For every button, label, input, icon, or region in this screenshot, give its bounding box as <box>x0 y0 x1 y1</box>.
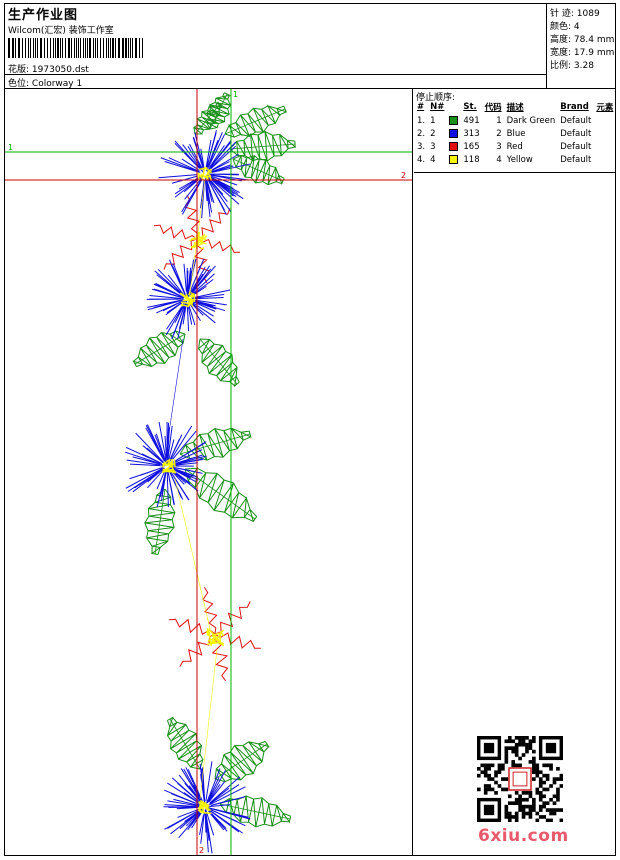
row-num: 2. <box>417 128 426 139</box>
header-divider <box>5 74 547 75</box>
row-stitches: 165 <box>463 141 480 152</box>
row-n: 2 <box>430 128 436 139</box>
row-swatch <box>447 140 461 153</box>
company-name: Wilcom(汇宏) 装饰工作室 <box>8 26 114 36</box>
row-n: 4 <box>430 154 436 165</box>
production-sheet: 生产作业图 Wilcom(汇宏) 装饰工作室 花版: 1973050.dst 色… <box>4 3 616 856</box>
row-element <box>594 127 616 140</box>
spec-scale: 比例: 3.28 <box>550 61 594 71</box>
embroidery-design-area: 1 2 1 2 <box>5 89 413 855</box>
watermark-logo: 6xiu.com <box>478 826 569 846</box>
guide-label-h2: 2 <box>401 171 406 180</box>
row-swatch <box>447 114 461 127</box>
row-desc: Yellow <box>506 154 533 165</box>
spec-stitches: 针 迹: 1089 <box>550 9 600 19</box>
qr-code <box>477 736 563 822</box>
color-row: 2. 2 313 2 Blue Default <box>415 127 616 140</box>
col-desc: 描述 <box>506 103 524 113</box>
color-row: 4. 4 118 4 Yellow Default <box>415 153 616 166</box>
page-title: 生产作业图 <box>8 8 79 23</box>
guide-label-v2: 2 <box>199 846 204 855</box>
col-st: St. <box>463 102 477 112</box>
row-brand: Default <box>560 115 592 126</box>
row-num: 4. <box>417 154 426 165</box>
col-element: 元素 <box>596 103 614 113</box>
row-code: 3 <box>496 141 502 152</box>
row-code: 2 <box>496 128 502 139</box>
row-stitches: 313 <box>463 128 480 139</box>
barcode <box>8 38 143 58</box>
row-brand: Default <box>560 154 592 165</box>
color-row: 3. 3 165 3 Red Default <box>415 140 616 153</box>
col-swatch <box>447 101 461 114</box>
header-bottom-border <box>5 88 615 89</box>
row-num: 3. <box>417 141 426 152</box>
row-desc: Dark Green <box>506 115 556 126</box>
row-desc: Blue <box>506 128 526 139</box>
guide-label-v1: 1 <box>233 90 238 99</box>
color-table-header: # N# St. 代码 描述 Brand 元素 <box>415 101 616 114</box>
row-stitches: 491 <box>463 115 480 126</box>
design-file-value: 1973050.dst <box>31 65 89 75</box>
row-swatch <box>447 153 461 166</box>
stop-sequence-title: 停止顺序: <box>416 93 456 103</box>
row-n: 1 <box>430 115 436 126</box>
col-n: N# <box>430 102 445 112</box>
embroidery-design: 1 2 1 2 <box>5 89 412 855</box>
row-element <box>594 153 616 166</box>
row-desc: Red <box>506 141 523 152</box>
colorway-row: 色位: Colorway 1 <box>8 76 82 89</box>
spec-width: 宽度: 17.9 mm <box>550 48 615 58</box>
color-row: 1. 1 491 1 Dark Green Default <box>415 114 616 127</box>
color-swatch <box>449 128 459 138</box>
row-element <box>594 140 616 153</box>
color-swatch <box>449 115 459 125</box>
color-table: # N# St. 代码 描述 Brand 元素 1. 1 491 1 Dark Gree… <box>415 101 616 166</box>
row-stitches: 118 <box>463 154 480 165</box>
row-num: 1. <box>417 115 426 126</box>
guide-label-h1: 1 <box>8 143 13 152</box>
color-swatch <box>449 154 459 164</box>
header-info: 生产作业图 Wilcom(汇宏) 装饰工作室 花版: 1973050.dst 色… <box>5 4 547 89</box>
col-hash: # <box>417 102 425 112</box>
color-swatch <box>449 141 459 151</box>
col-brand: Brand <box>560 102 589 112</box>
spec-panel: 针 迹: 1089 颜色: 4 高度: 78.4 mm 宽度: 17.9 mm … <box>547 4 615 88</box>
row-code: 1 <box>496 115 502 126</box>
colorway-label: 色位: <box>8 79 30 89</box>
row-n: 3 <box>430 141 436 152</box>
colorway-value: Colorway 1 <box>31 79 83 89</box>
spec-colors: 颜色: 4 <box>550 22 580 32</box>
spec-height: 高度: 78.4 mm <box>550 35 615 45</box>
row-element <box>594 114 616 127</box>
row-brand: Default <box>560 141 592 152</box>
design-file-row: 花版: 1973050.dst <box>8 62 89 75</box>
col-code: 代码 <box>484 103 502 113</box>
design-file-label: 花版: <box>8 65 30 75</box>
row-brand: Default <box>560 128 592 139</box>
row-swatch <box>447 127 461 140</box>
row-code: 4 <box>496 154 502 165</box>
panel-divider <box>414 172 615 173</box>
